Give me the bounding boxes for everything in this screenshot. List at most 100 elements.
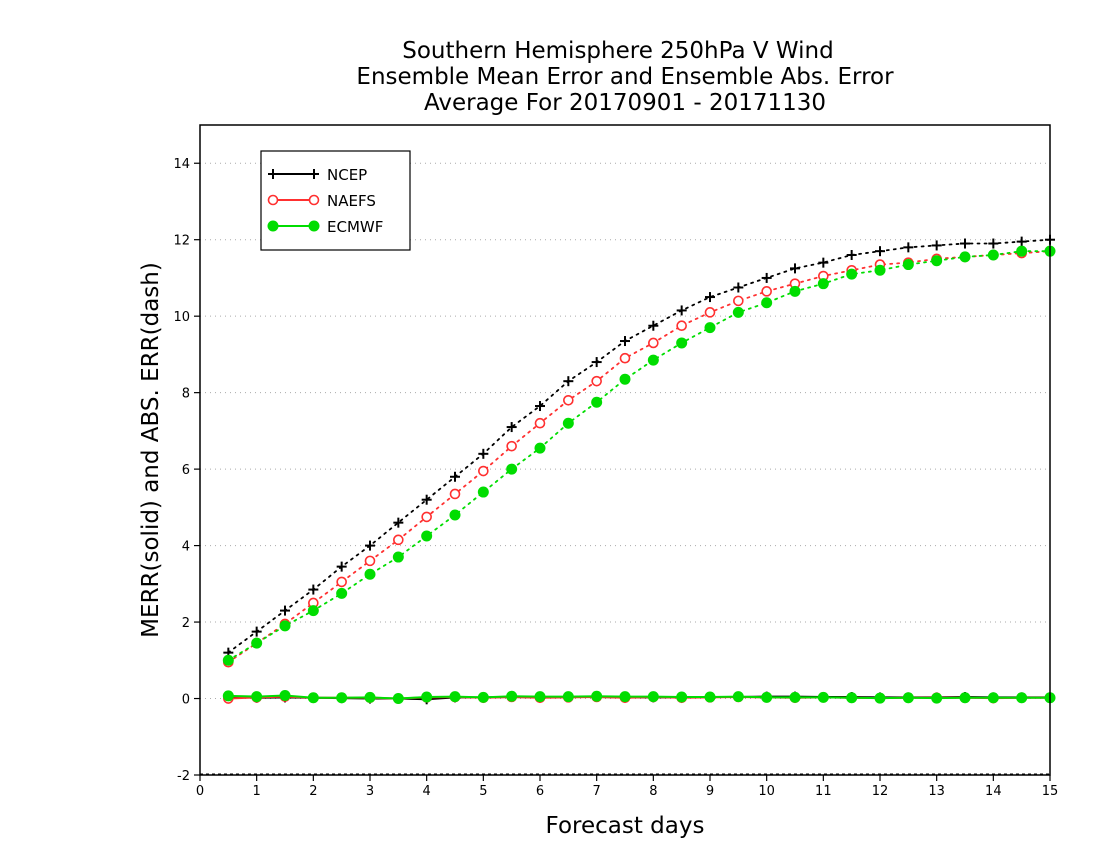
mean-error-point — [846, 692, 858, 704]
mean-error-point — [959, 692, 971, 704]
abs-error-point — [308, 584, 319, 595]
abs-error-point — [364, 568, 376, 580]
legend-marker-start — [267, 220, 279, 232]
abs-error-point — [648, 320, 659, 331]
abs-error-point — [988, 238, 999, 249]
legend-marker-start — [268, 169, 278, 179]
abs-error-point — [365, 540, 375, 551]
mean-error-point — [222, 690, 234, 702]
abs-error-point — [506, 440, 517, 452]
chart-title-line-3: Average For 20170901 - 20171130 — [424, 90, 826, 116]
abs-error-point — [449, 509, 461, 521]
abs-error-point — [591, 357, 602, 368]
legend-label: NAEFS — [327, 192, 376, 210]
abs-error-point — [1016, 236, 1027, 247]
abs-error-point — [222, 654, 234, 666]
plot-frame — [199, 124, 1051, 776]
abs-error-point — [421, 511, 432, 523]
legend: NCEP NAEFS ECMWF — [260, 150, 411, 251]
mean-error-point — [562, 691, 574, 703]
x-tick-label: 10 — [758, 784, 775, 799]
legend-item-ecmwf: ECMWF — [267, 218, 383, 236]
x-tick-label: 0 — [196, 784, 204, 799]
mean-error-point — [251, 691, 263, 703]
y-tick-label: 0 — [182, 693, 190, 708]
x-tick-label: 5 — [479, 784, 487, 799]
x-tick-label: 14 — [985, 784, 1002, 799]
abs-error-point — [676, 305, 687, 316]
x-tick-label: 3 — [366, 784, 374, 799]
mean-error-point — [364, 691, 376, 703]
mean-error-point — [676, 691, 688, 703]
x-tick-label: 11 — [815, 784, 832, 799]
chart-title-line-1: Southern Hemisphere 250hPa V Wind — [402, 38, 833, 64]
abs-error-point — [591, 375, 602, 387]
abs-error-point — [874, 264, 886, 276]
x-tick-label: 15 — [1042, 784, 1059, 799]
abs-error-point — [647, 354, 659, 366]
abs-error-point — [421, 494, 432, 505]
mean-error-point — [449, 691, 461, 703]
y-tick-label: 14 — [173, 157, 190, 172]
x-tick-label: 12 — [872, 784, 889, 799]
x-tick-label: 7 — [593, 784, 601, 799]
abs-error-point — [704, 307, 716, 318]
abs-error-point — [478, 465, 489, 477]
abs-error-point — [478, 448, 489, 459]
abs-error-point — [535, 401, 545, 412]
mean-error-point — [817, 691, 829, 703]
x-tick-label: 8 — [649, 784, 657, 799]
abs-error-point — [846, 250, 857, 260]
mean-error-point — [704, 691, 716, 703]
mean-error-point — [506, 690, 518, 702]
abs-error-point — [676, 337, 688, 349]
abs-error-point — [591, 396, 603, 408]
abs-error-point — [280, 605, 290, 616]
abs-error-point — [506, 463, 518, 475]
mean-error-point — [279, 689, 291, 701]
abs-error-point — [619, 352, 631, 364]
abs-error-point — [393, 517, 404, 528]
abs-error-point — [619, 373, 631, 385]
y-tick-label: 10 — [173, 310, 190, 325]
y-tick-label: 12 — [173, 234, 190, 249]
abs-error-point — [251, 637, 263, 649]
legend-marker-end — [308, 194, 320, 206]
y-tick-label: 4 — [182, 540, 190, 555]
abs-error-point — [620, 336, 630, 347]
x-tick-label: 4 — [423, 784, 431, 799]
abs-error-point — [392, 551, 404, 563]
mean-error-point — [534, 691, 546, 703]
abs-error-point — [875, 246, 885, 257]
abs-error-point — [364, 555, 376, 567]
abs-error-point — [393, 534, 404, 546]
mean-error-point — [307, 692, 319, 704]
data-series — [222, 234, 1056, 705]
legend-item-ncep: NCEP — [268, 166, 367, 184]
y-tick-label: 2 — [182, 616, 190, 631]
y-tick-label: -2 — [177, 769, 190, 784]
y-tick-label: 8 — [182, 387, 190, 402]
mean-error-point — [987, 692, 999, 704]
abs-error-point — [421, 530, 433, 542]
abs-error-point — [307, 605, 319, 617]
abs-error-point — [336, 561, 347, 572]
x-tick-label: 6 — [536, 784, 544, 799]
abs-error-point — [279, 620, 291, 632]
abs-error-point — [733, 295, 744, 307]
abs-error-point — [1016, 245, 1028, 257]
x-tick-label: 13 — [928, 784, 945, 799]
abs-error-point — [676, 320, 687, 332]
abs-error-point — [960, 238, 970, 249]
x-tick-label: 9 — [706, 784, 714, 799]
abs-error-point — [563, 376, 574, 387]
legend-marker-end — [309, 169, 319, 179]
mean-error-point — [336, 692, 348, 704]
abs-error-point — [477, 486, 489, 498]
abs-error-point — [987, 249, 999, 261]
mean-error-point — [477, 691, 489, 703]
mean-error-point — [1016, 692, 1028, 704]
abs-error-point — [648, 337, 659, 349]
